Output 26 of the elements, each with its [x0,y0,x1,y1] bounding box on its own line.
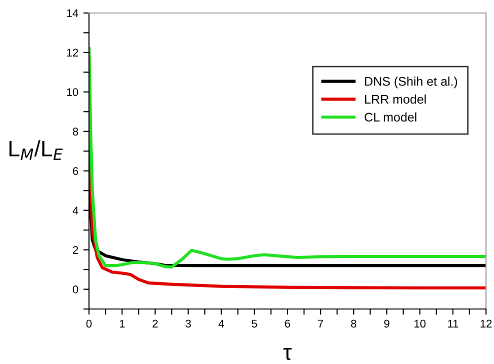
x-tick-label: 6 [284,320,290,328]
x-tick-label: 2 [152,320,158,328]
y-tick-label: 12 [67,48,78,56]
x-axis-title: τ [283,348,292,360]
x-tick-label: 11 [448,320,458,328]
y-tick-label: 6 [72,167,78,175]
y-tick-label: 4 [72,206,78,214]
x-tick-label: 5 [252,320,258,328]
x-tick-label: 1 [120,320,125,328]
y-tick-label: 2 [72,246,78,254]
y-tick-label: 0 [72,286,78,294]
x-tick-label: 3 [186,320,191,328]
legend-label: CL model [364,112,416,122]
x-tick-label: 12 [480,320,492,328]
x-tick-label: 4 [218,320,224,328]
legend-label: DNS (Shih et al.) [365,76,458,88]
x-tick-label: 7 [318,320,324,328]
x-tick-label: 0 [86,320,92,328]
y-tick-label: 8 [72,128,78,136]
y-tick-label: 14 [67,9,78,18]
y-tick-label: 10 [67,88,78,96]
x-tick-label: 9 [384,320,390,328]
x-tick-label: 8 [351,320,356,328]
y-axis-title: L$_{M}$/L$_{E}$ [9,140,63,160]
legend-label: LRR model [365,94,426,104]
x-tick-label: 10 [414,320,426,328]
